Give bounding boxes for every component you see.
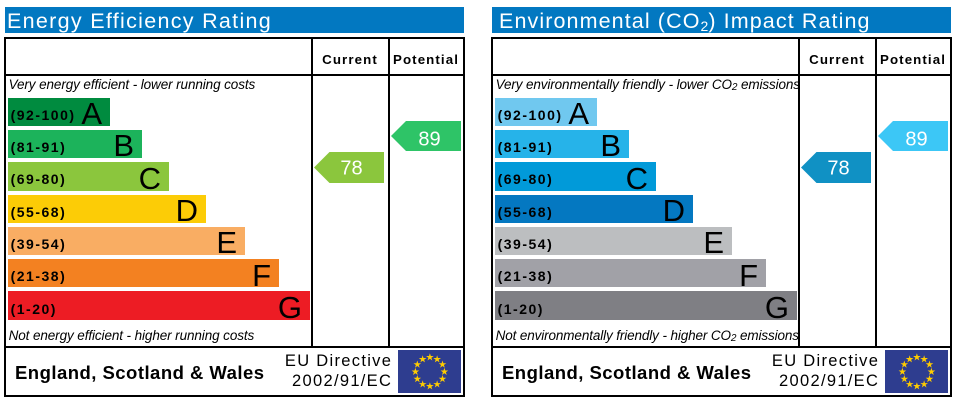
svg-text:78: 78 [827, 158, 849, 180]
svg-text:89: 89 [418, 128, 440, 150]
svg-text:89: 89 [905, 128, 927, 150]
svg-text:78: 78 [340, 158, 362, 180]
